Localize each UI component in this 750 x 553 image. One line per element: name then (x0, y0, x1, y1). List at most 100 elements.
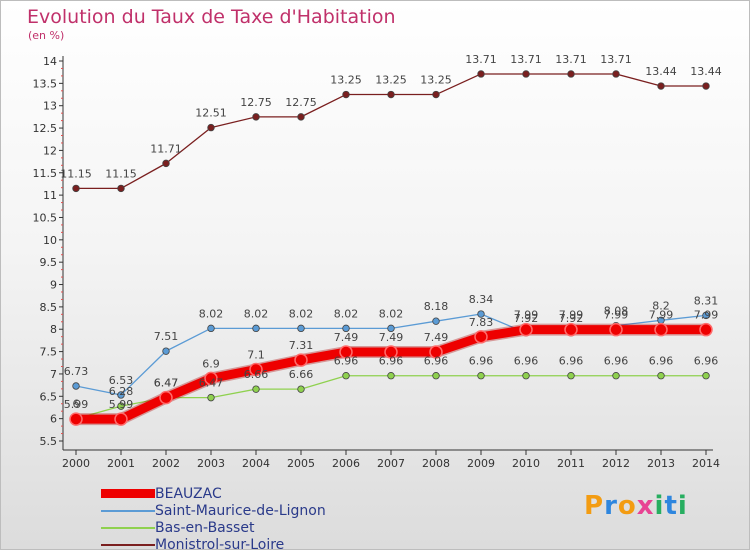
data-label: 7.49 (379, 331, 404, 344)
data-label: 8.02 (199, 307, 224, 320)
legend-label: Monistrol-sur-Loire (155, 536, 285, 553)
logo-letter: x (636, 491, 655, 521)
data-point (162, 347, 170, 355)
data-label: 11.15 (60, 167, 92, 180)
data-point (249, 362, 263, 377)
data-label: 6.66 (244, 368, 269, 381)
data-point (297, 324, 305, 333)
data-point (702, 311, 710, 320)
x-tick-label: 2010 (512, 457, 540, 470)
data-point (432, 90, 440, 99)
data-point (429, 345, 443, 359)
data-label: 5.99 (64, 398, 89, 411)
data-label: 8.31 (694, 294, 719, 307)
data-label: 8.34 (469, 293, 494, 306)
x-tick-label: 2002 (152, 457, 180, 470)
data-point (72, 382, 80, 390)
data-label: 6 (73, 398, 80, 411)
data-label: 6.47 (154, 377, 179, 390)
data-point (384, 345, 398, 359)
data-label: 7.99 (694, 309, 719, 322)
data-label: 7.92 (514, 312, 539, 325)
data-point (162, 159, 170, 168)
data-label: 13.25 (420, 74, 452, 87)
data-label: 6.96 (379, 355, 404, 368)
data-point (342, 324, 350, 333)
legend-item: Monistrol-sur-Loire (101, 536, 326, 553)
y-unit-label: (en %) (28, 29, 65, 42)
data-point (387, 372, 395, 380)
legend-swatch (101, 489, 155, 498)
data-label: 8.02 (379, 307, 404, 320)
data-label: 6.96 (514, 355, 539, 368)
y-tick-label: 14 (43, 55, 57, 68)
data-point (432, 317, 440, 325)
data-point (114, 412, 128, 426)
data-point (72, 184, 80, 193)
x-tick-label: 2007 (377, 457, 405, 470)
data-label: 13.71 (600, 53, 632, 66)
x-tick-label: 2014 (692, 457, 720, 470)
data-label: 5.99 (109, 398, 134, 411)
series-beauzac (69, 322, 713, 426)
data-label: 6.73 (64, 365, 89, 378)
logo-letter: t (664, 491, 678, 521)
data-label: 7.49 (334, 331, 359, 344)
data-point (252, 324, 260, 333)
logo-letter: o (617, 491, 637, 521)
data-point (297, 113, 305, 121)
legend-swatch (101, 526, 155, 529)
data-label: 7.1 (247, 348, 265, 361)
data-point (612, 70, 620, 78)
data-label: 7.99 (514, 309, 539, 322)
data-point (702, 82, 710, 90)
y-tick-label: 6 (50, 413, 57, 426)
data-label: 6.66 (289, 368, 314, 381)
data-label: 8.08 (604, 305, 629, 318)
data-label: 6.96 (694, 355, 719, 368)
data-point (339, 345, 353, 359)
data-label: 13.25 (375, 74, 407, 87)
data-label: 6.28 (109, 385, 134, 398)
data-point (69, 412, 83, 426)
y-tick-label: 9.5 (40, 256, 58, 269)
data-point (252, 113, 260, 121)
data-point (207, 324, 215, 333)
data-point (207, 393, 215, 402)
x-tick-label: 2009 (467, 457, 495, 470)
y-tick-label: 13 (43, 100, 57, 113)
data-point (564, 322, 578, 337)
data-point (117, 391, 125, 399)
logo-letter: P (584, 491, 605, 521)
data-point (477, 310, 485, 318)
data-point (117, 184, 125, 193)
y-tick-label: 7.5 (40, 346, 58, 359)
x-tick-label: 2006 (332, 457, 360, 470)
data-label: 13.44 (690, 65, 722, 78)
data-point (297, 385, 305, 393)
data-label: 7.51 (154, 330, 179, 343)
y-tick-label: 11 (43, 189, 57, 202)
data-label: 8.2 (652, 299, 670, 312)
data-label: 8.18 (424, 300, 449, 313)
x-tick-label: 2004 (242, 457, 270, 470)
legend-swatch (101, 509, 155, 512)
data-point (204, 371, 218, 386)
data-point (117, 402, 125, 410)
legend-label: BEAUZAC (155, 485, 222, 502)
data-point (657, 372, 665, 380)
y-tick-label: 5.5 (40, 435, 58, 448)
x-tick-label: 2000 (62, 457, 90, 470)
x-tick-label: 2001 (107, 457, 135, 470)
data-point (702, 372, 710, 380)
y-tick-label: 11.5 (33, 167, 58, 180)
legend-swatch (101, 543, 155, 546)
data-point (612, 372, 620, 380)
x-tick-label: 2008 (422, 457, 450, 470)
legend-item: Bas-en-Basset (101, 519, 326, 536)
data-point (387, 324, 395, 333)
data-label: 7.99 (559, 309, 584, 322)
legend-label: Bas-en-Basset (155, 519, 255, 536)
